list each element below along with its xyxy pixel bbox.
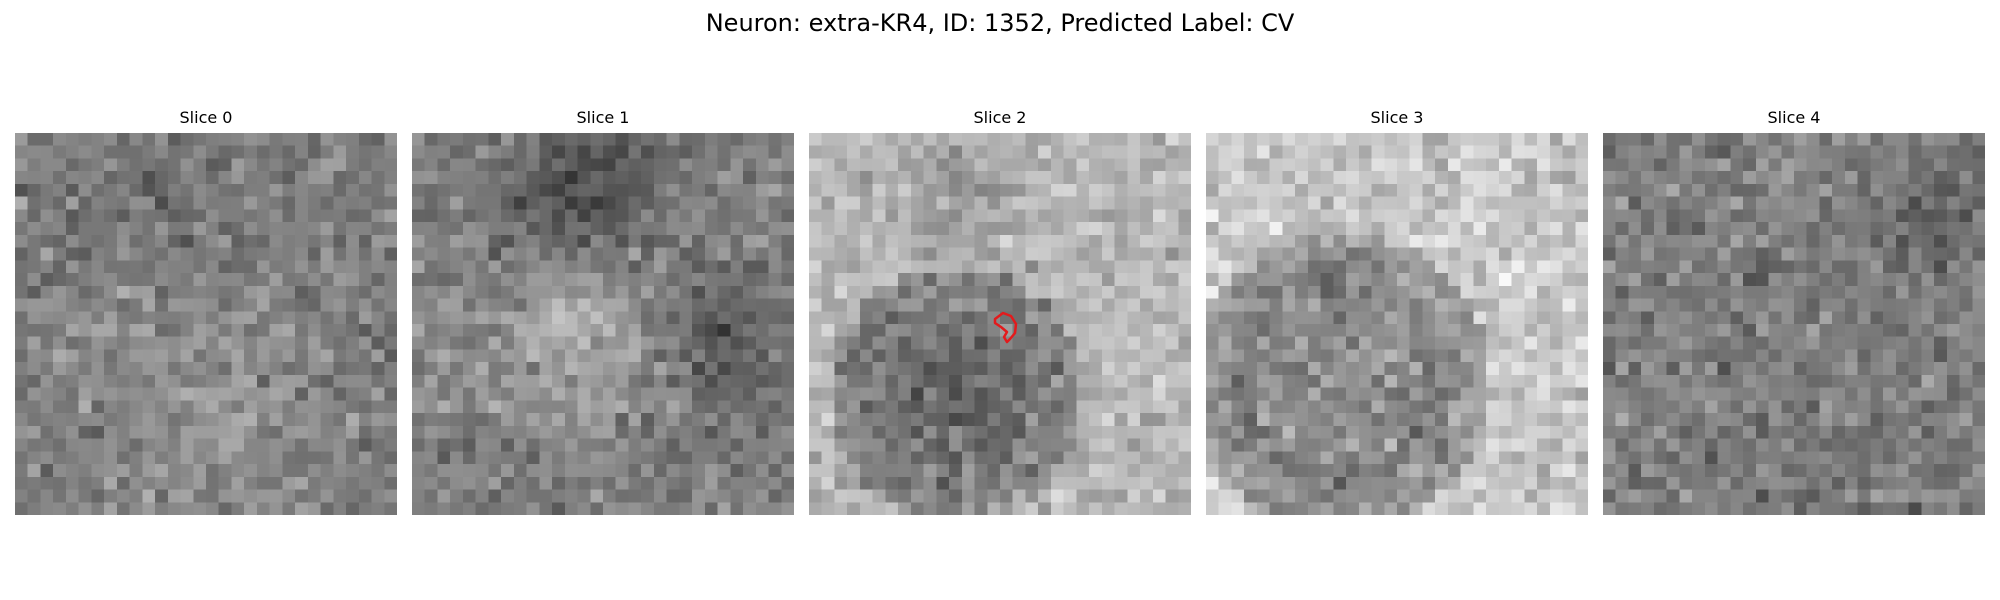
slice-title-1: Slice 1 xyxy=(576,108,630,127)
slice-title-3: Slice 3 xyxy=(1370,108,1424,127)
slice-panel-2: Slice 2 xyxy=(809,108,1191,515)
slice-title-0: Slice 0 xyxy=(179,108,233,127)
figure-title: Neuron: extra-KR4, ID: 1352, Predicted L… xyxy=(705,9,1295,37)
slice-title-4: Slice 4 xyxy=(1767,108,1821,127)
slice-image-0 xyxy=(15,133,397,515)
slice-panel-4: Slice 4 xyxy=(1603,108,1985,515)
slice-panel-0: Slice 0 xyxy=(15,108,397,515)
slice-title-2: Slice 2 xyxy=(973,108,1027,127)
slice-image-3 xyxy=(1206,133,1588,515)
slice-panel-1: Slice 1 xyxy=(412,108,794,515)
slice-image-2 xyxy=(809,133,1191,515)
slice-image-4 xyxy=(1603,133,1985,515)
slice-image-1 xyxy=(412,133,794,515)
slice-panel-3: Slice 3 xyxy=(1206,108,1588,515)
